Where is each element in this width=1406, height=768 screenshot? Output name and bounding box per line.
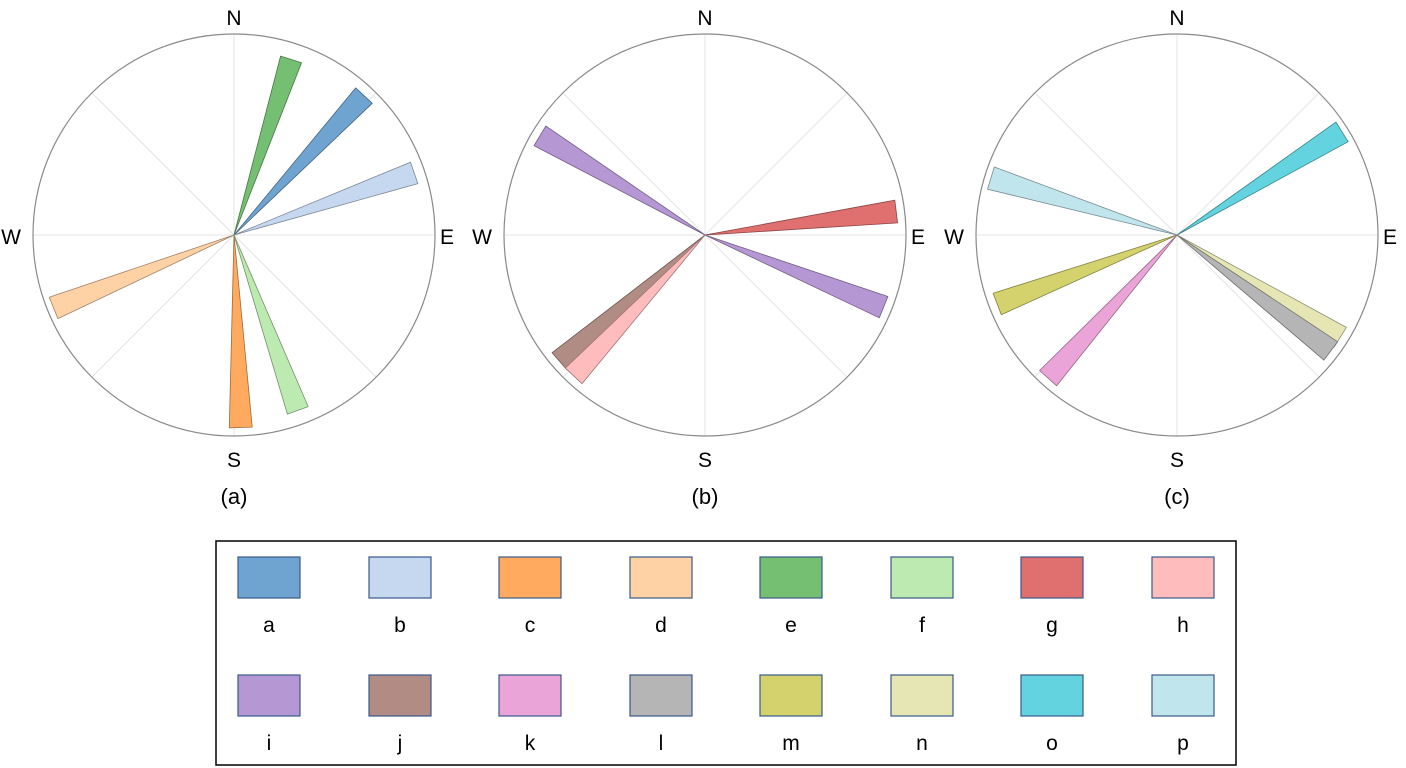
north-label: N: [1169, 7, 1184, 30]
outer-circle: [975, 33, 1379, 437]
grid-spoke: [91, 234, 235, 378]
wedge-i: [533, 125, 706, 236]
legend-label-d: d: [655, 614, 667, 637]
legend-swatch-j: [368, 674, 432, 717]
north-label: N: [226, 7, 241, 30]
legend-swatch-b: [368, 556, 432, 599]
legend-swatch-f: [890, 556, 954, 599]
panel-caption: (b): [692, 484, 719, 509]
wedge-l: [1176, 234, 1339, 361]
legend-swatch-p: [1151, 674, 1215, 717]
legend-label-a: a: [263, 614, 275, 637]
legend-label-m: m: [782, 732, 800, 755]
south-label: S: [227, 449, 241, 472]
wedge-m: [992, 234, 1178, 316]
outer-circle: [32, 33, 436, 437]
grid-spoke: [1176, 234, 1320, 378]
legend-swatch-i: [237, 674, 301, 717]
west-label: W: [472, 226, 492, 249]
wedge-h: [564, 234, 706, 385]
south-label: S: [1170, 449, 1184, 472]
wedge-b: [233, 161, 419, 236]
legend-swatch-h: [1151, 556, 1215, 599]
legend-label-e: e: [785, 614, 797, 637]
wedge-o: [1176, 121, 1349, 236]
legend-swatch-g: [1020, 556, 1084, 599]
legend-swatch-l: [629, 674, 693, 717]
legend-label-g: g: [1046, 614, 1058, 637]
wedge-f: [233, 234, 309, 415]
legend-swatch-c: [498, 556, 562, 599]
wedge-a: [233, 87, 373, 236]
wedge-d: [48, 234, 235, 319]
grid-spoke: [704, 92, 848, 236]
legend-label-b: b: [394, 614, 406, 637]
legend: a b c d e f g h i j k l m n o p: [215, 540, 1237, 766]
legend-label-p: p: [1177, 732, 1189, 755]
legend-swatch-k: [498, 674, 562, 717]
grid-spoke: [1034, 92, 1178, 236]
polar-panel-3: N S W E (c): [944, 7, 1397, 509]
legend-label-n: n: [916, 732, 928, 755]
legend-label-l: l: [659, 732, 664, 755]
legend-label-o: o: [1046, 732, 1058, 755]
grid-spoke: [233, 234, 377, 378]
legend-swatch-m: [759, 674, 823, 717]
legend-label-i: i: [267, 732, 272, 755]
legend-swatch-d: [629, 556, 693, 599]
grid-spoke: [562, 92, 706, 236]
west-label: W: [1, 226, 21, 249]
polar-panel-1: N S W E (a): [1, 7, 454, 509]
polar-panel-2: N S W E (b): [472, 7, 925, 509]
panel-caption: (c): [1164, 484, 1190, 509]
wedge-k: [1039, 234, 1178, 387]
wedge-c: [228, 234, 253, 429]
grid-spoke: [1176, 92, 1320, 236]
east-label: E: [911, 226, 925, 249]
wedge-g: [704, 199, 898, 236]
legend-swatch-n: [890, 674, 954, 717]
legend-label-j: j: [397, 732, 403, 755]
east-label: E: [440, 226, 454, 249]
legend-label-f: f: [919, 614, 925, 637]
legend-swatch-o: [1020, 674, 1084, 717]
panel-caption: (a): [221, 484, 248, 509]
north-label: N: [697, 7, 712, 30]
legend-swatch-a: [237, 556, 301, 599]
wedge-i: [704, 234, 889, 319]
legend-label-c: c: [525, 614, 536, 637]
wedge-j: [551, 234, 706, 371]
wedge-e: [233, 55, 302, 236]
grid-spoke: [91, 92, 235, 236]
east-label: E: [1383, 226, 1397, 249]
legend-label-k: k: [525, 732, 536, 755]
south-label: S: [698, 449, 712, 472]
legend-label-h: h: [1177, 614, 1189, 637]
legend-swatch-e: [759, 556, 823, 599]
west-label: W: [944, 226, 964, 249]
wedge-p: [987, 166, 1178, 236]
outer-circle: [503, 33, 907, 437]
grid-spoke: [704, 234, 848, 378]
